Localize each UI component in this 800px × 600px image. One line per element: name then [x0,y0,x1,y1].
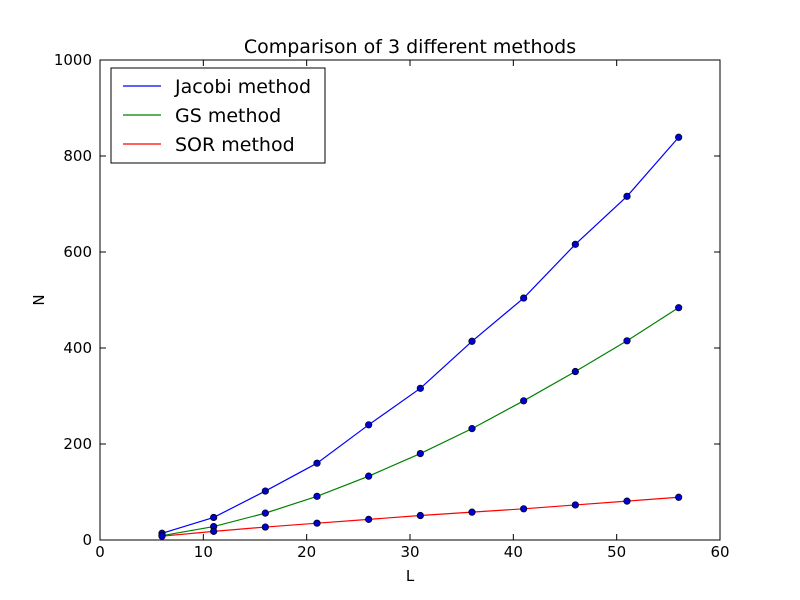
data-point [416,384,424,392]
y-tick-label: 800 [63,147,92,165]
legend-label: SOR method [175,134,295,156]
data-point [365,515,373,523]
x-tick-label: 60 [710,543,729,561]
y-tick-label: 0 [82,531,92,549]
x-tick-label: 30 [400,543,419,561]
y-tick-label: 200 [63,435,92,453]
data-point [468,508,476,516]
data-point [313,459,321,467]
data-point [158,532,166,540]
y-axis-label: N [30,294,48,305]
data-point [313,492,321,500]
data-point [261,509,269,517]
data-point [675,304,683,312]
data-point [675,133,683,141]
x-tick-label: 10 [194,543,213,561]
y-tick-label: 400 [63,339,92,357]
data-point [675,493,683,501]
data-point [313,519,321,527]
data-point [468,425,476,433]
legend: Jacobi method GS method SOR method [110,67,326,164]
data-point [571,367,579,376]
data-point [416,511,424,520]
data-point [468,337,476,345]
data-point [520,397,528,405]
x-tick-label: 40 [504,543,523,561]
data-point [261,487,269,495]
legend-label: GS method [175,105,281,127]
x-tick-label: 0 [95,543,105,561]
data-point [520,294,528,302]
chart-title: Comparison of 3 different methods [244,36,576,58]
data-point [416,450,424,458]
data-point [520,505,528,513]
data-point [365,421,373,429]
data-point [210,513,218,522]
y-tick-label: 600 [63,243,92,261]
x-tick-label: 20 [297,543,316,561]
data-point [571,240,579,248]
data-point [623,337,631,345]
data-point [365,472,373,480]
y-tick-label: 1000 [54,51,92,69]
data-point [261,523,269,531]
x-axis-label: L [406,567,415,585]
series-line-2 [161,307,679,537]
data-point [623,497,631,505]
data-point [571,501,579,509]
legend-label: Jacobi method [174,76,311,98]
x-tick-label: 50 [607,543,626,561]
data-point [210,527,218,535]
data-point [623,192,631,200]
series-line-1 [161,136,680,534]
